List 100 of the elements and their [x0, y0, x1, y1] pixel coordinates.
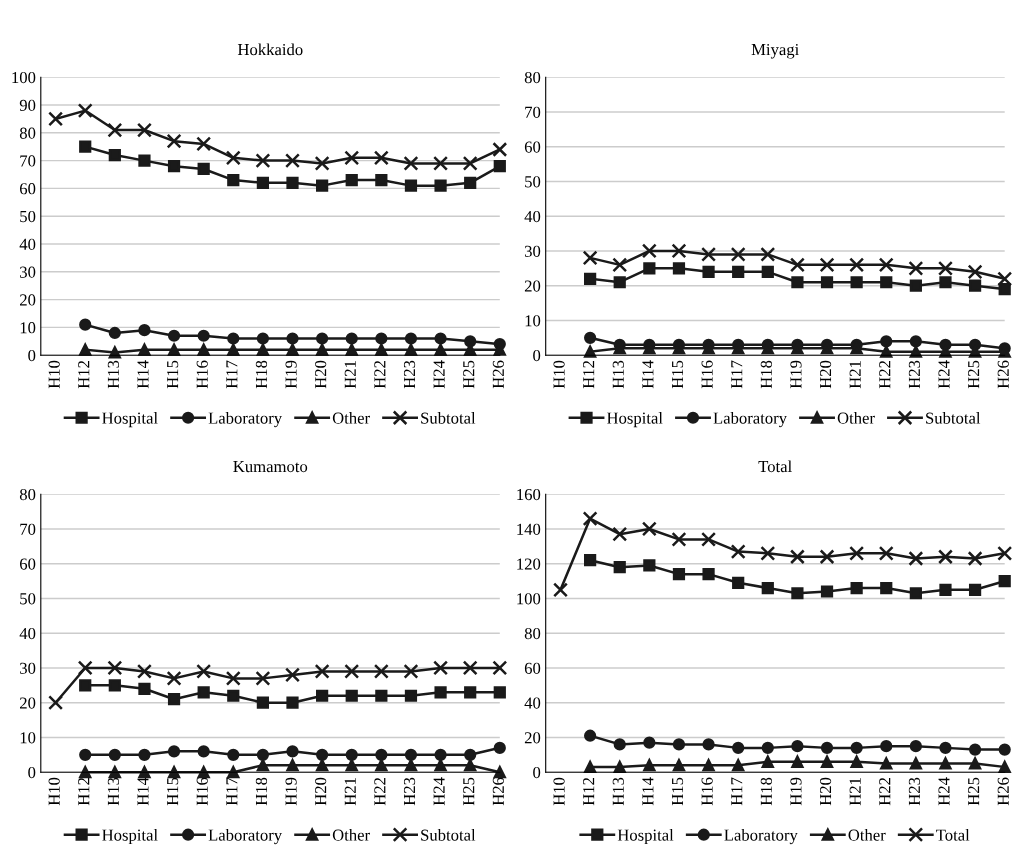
legend-label: Other: [837, 412, 875, 424]
y-tick-label: 70: [20, 155, 36, 167]
y-tick-label: 30: [524, 245, 541, 257]
y-tick-label: 40: [524, 697, 541, 709]
legend-label: Hospital: [102, 829, 158, 845]
x-tick-label: H14: [642, 777, 654, 806]
legend-label: Hospital: [617, 829, 674, 845]
x-tick-label: H22: [879, 360, 891, 389]
y-tick-label: 30: [20, 266, 36, 278]
x-tick-label: H10: [553, 777, 565, 806]
y-tick-label: 80: [524, 71, 541, 84]
y-tick-label: 10: [525, 315, 541, 327]
legend-label: Subtotal: [421, 829, 476, 841]
x-tick-label: H16: [196, 777, 208, 806]
legend-label: Hospital: [102, 412, 158, 428]
x-tick-label: H16: [701, 777, 713, 806]
x-tick-label: H23: [403, 777, 416, 806]
x-tick-label: H20: [819, 777, 832, 806]
y-tick-label: 90: [19, 99, 36, 111]
x-tick-label: H17: [226, 777, 238, 806]
x-tick-label: H26: [492, 360, 504, 389]
x-tick-label: H20: [819, 360, 832, 389]
x-tick-label: H13: [612, 360, 624, 389]
y-tick-label: 120: [517, 558, 541, 570]
x-tick-label: H19: [285, 777, 297, 806]
x-tick-label: H21: [344, 361, 356, 389]
x-tick-label: H17: [731, 360, 743, 389]
x-tick-label: H16: [196, 360, 208, 389]
x-tick-label: H19: [285, 360, 297, 389]
x-tick-label: H25: [968, 777, 980, 806]
x-tick-label: H10: [48, 360, 60, 389]
x-tick-label: H14: [137, 360, 149, 389]
y-tick-label: 60: [524, 141, 541, 153]
y-tick-label: 60: [524, 662, 541, 674]
y-tick-label: 70: [525, 106, 541, 118]
chart-title: Total: [758, 460, 792, 473]
chart-title: Kumamoto: [233, 461, 308, 473]
x-tick-label: H15: [671, 360, 684, 389]
x-tick-label: H15: [167, 360, 179, 389]
x-tick-label: H20: [315, 360, 327, 389]
x-tick-label: H18: [760, 360, 772, 389]
y-tick-label: 100: [12, 71, 36, 84]
y-tick-label: 40: [524, 210, 541, 223]
y-tick-label: 0: [28, 766, 36, 779]
x-tick-label: H19: [790, 360, 802, 389]
x-tick-label: H12: [583, 360, 595, 389]
x-tick-label: H22: [374, 777, 386, 806]
x-tick-label: H13: [107, 360, 119, 389]
x-tick-label: H18: [255, 777, 268, 806]
y-tick-label: 50: [525, 176, 541, 188]
y-tick-label: 50: [20, 210, 36, 223]
x-tick-label: H17: [731, 777, 743, 806]
x-tick-label: H16: [701, 360, 713, 389]
y-tick-label: 50: [20, 593, 36, 605]
x-tick-label: H24: [433, 777, 445, 806]
y-tick-label: 0: [533, 349, 541, 362]
y-tick-label: 10: [20, 322, 36, 334]
y-tick-label: 70: [20, 523, 36, 535]
y-tick-label: 20: [20, 294, 36, 306]
legend-label: Laboratory: [724, 829, 798, 845]
x-tick-label: H23: [908, 777, 921, 806]
y-tick-label: 160: [517, 488, 541, 501]
x-tick-label: H18: [760, 777, 772, 806]
x-tick-label: H22: [879, 777, 891, 806]
x-tick-label: H13: [107, 777, 119, 806]
x-tick-label: H10: [553, 360, 565, 389]
legend-label: Laboratory: [208, 829, 283, 845]
x-tick-label: H20: [315, 777, 327, 806]
chart-title: Miyagi: [751, 43, 799, 59]
x-tick-label: H26: [492, 777, 504, 806]
legend-label: Subtotal: [926, 412, 981, 424]
legend-label: Other: [848, 829, 886, 841]
x-tick-label: H19: [790, 777, 802, 806]
y-tick-label: 100: [517, 593, 541, 605]
x-tick-label: H15: [167, 777, 179, 806]
x-tick-label: H14: [137, 777, 149, 806]
x-tick-label: H24: [938, 360, 950, 389]
y-tick-label: 20: [20, 697, 36, 709]
x-tick-label: H18: [255, 360, 268, 389]
legend-label: Other: [332, 829, 370, 841]
y-tick-label: 80: [19, 127, 36, 139]
x-tick-label: H24: [433, 360, 445, 389]
y-tick-label: 10: [20, 732, 36, 744]
y-tick-label: 80: [19, 488, 36, 501]
y-tick-label: 20: [524, 280, 541, 292]
x-tick-label: H26: [997, 360, 1009, 389]
x-tick-label: H26: [997, 777, 1009, 806]
x-tick-label: H25: [463, 777, 475, 806]
y-tick-label: 0: [533, 766, 541, 779]
x-tick-label: H24: [938, 777, 950, 806]
x-tick-label: H21: [344, 778, 356, 806]
x-tick-label: H17: [226, 360, 238, 389]
x-tick-label: H23: [403, 360, 416, 389]
legend-label: Laboratory: [713, 412, 787, 428]
legend-label: Other: [332, 412, 370, 424]
y-tick-label: 40: [19, 627, 36, 640]
y-tick-label: 0: [28, 349, 36, 362]
y-tick-label: 80: [524, 627, 541, 640]
x-tick-label: H22: [374, 360, 386, 389]
x-tick-label: H21: [849, 778, 861, 806]
